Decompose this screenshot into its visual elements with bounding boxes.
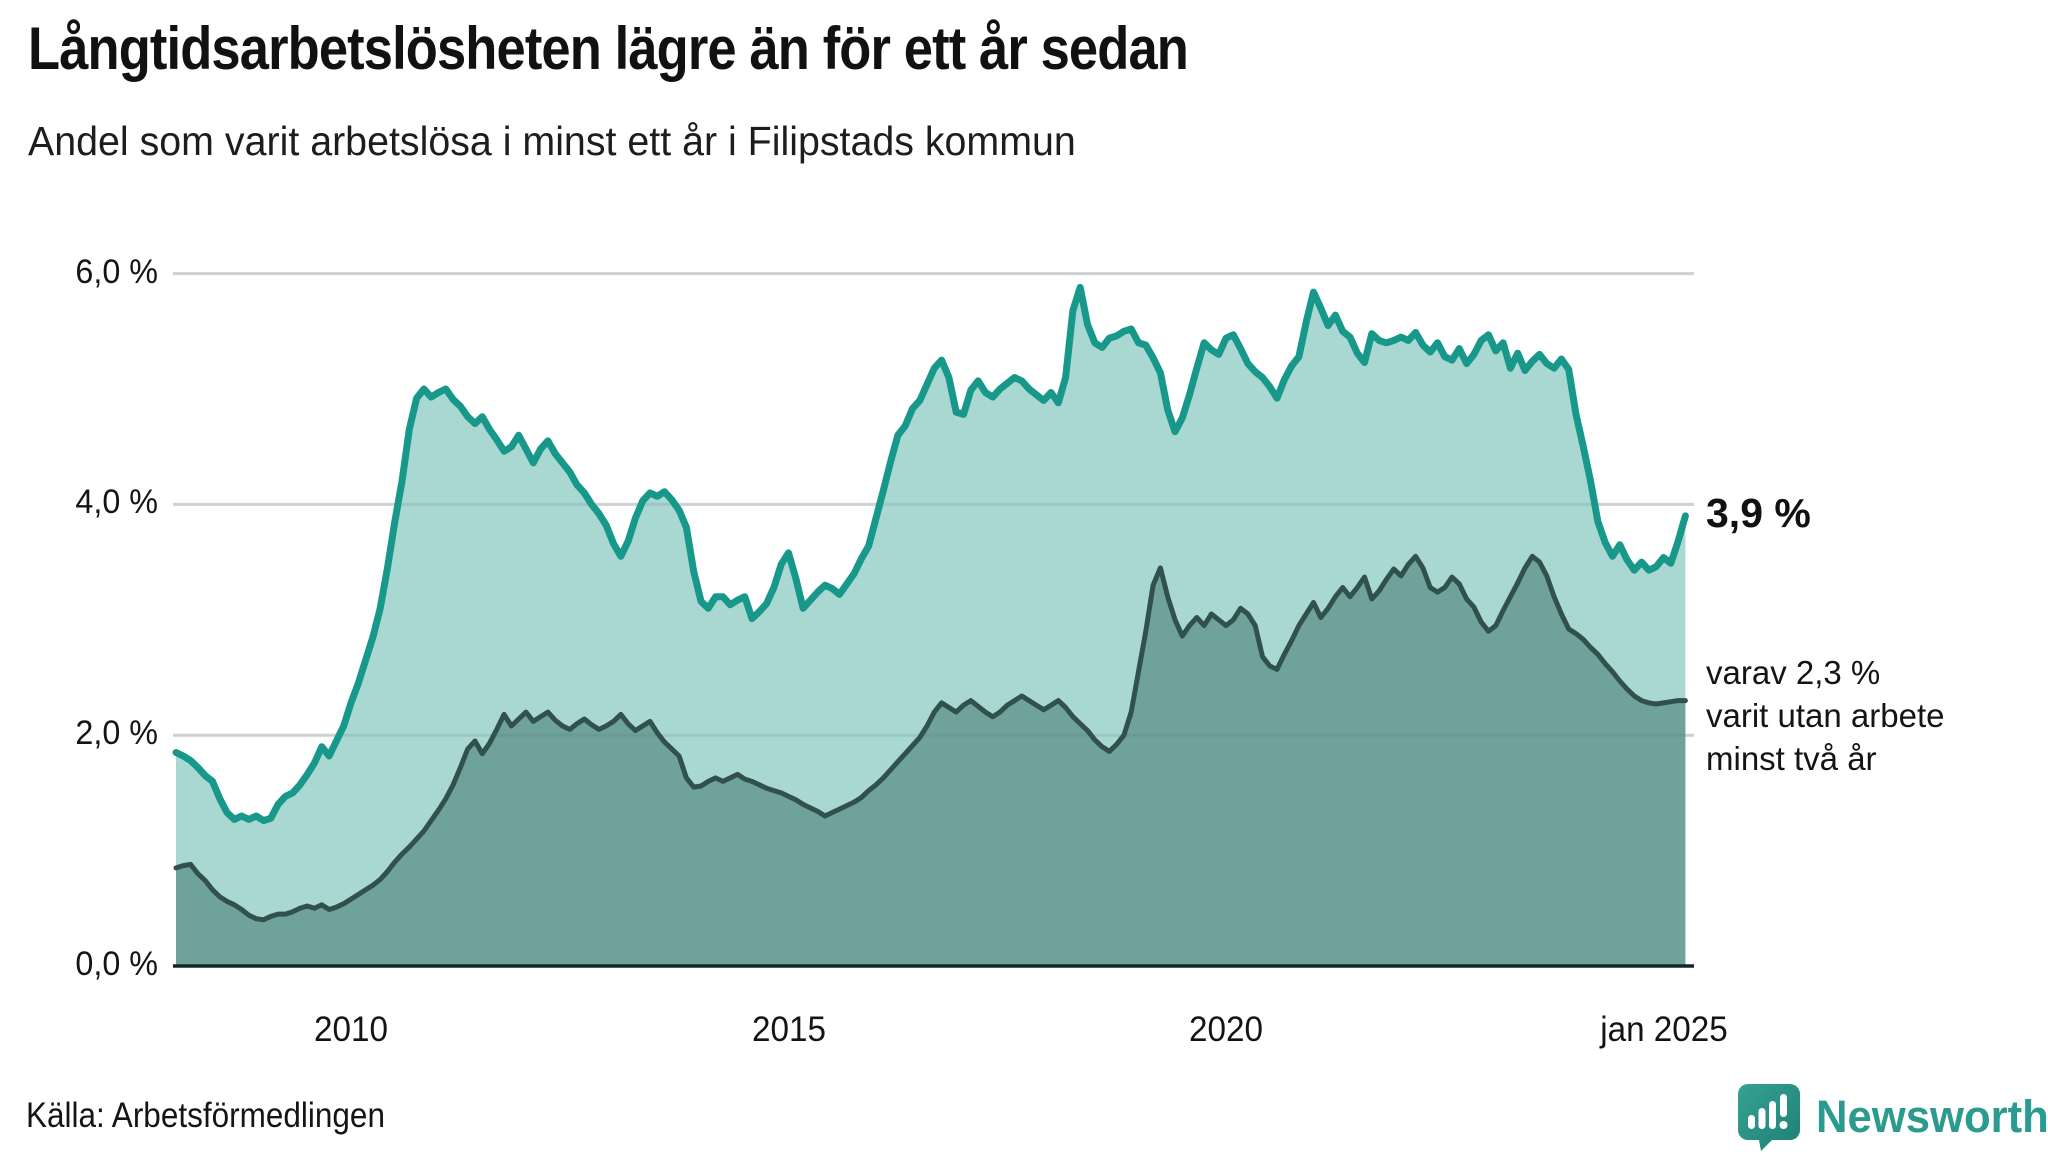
- area-chart: [172, 272, 1694, 968]
- y-tick-0,0 %: 0,0 %: [75, 945, 158, 983]
- x-tick-2010: 2010: [314, 1010, 388, 1049]
- latest-value-label: 3,9 %: [1706, 489, 1811, 536]
- y-tick-6,0 %: 6,0 %: [75, 252, 158, 291]
- annot-line-2: varit utan arbete: [1706, 696, 1945, 734]
- x-tick-jan 2025: jan 2025: [1599, 1010, 1728, 1049]
- newsworthy-logo: Newsworthy: [1736, 1082, 2048, 1152]
- annot-line-3: minst två år: [1706, 739, 1877, 777]
- annot-line-1: varav 2,3 %: [1706, 653, 1881, 691]
- x-tick-2020: 2020: [1189, 1010, 1263, 1049]
- newsworthy-logo-icon: [1738, 1084, 1800, 1151]
- page-subtitle: Andel som varit arbetslösa i minst ett å…: [28, 118, 1076, 164]
- newsworthy-logo-text: Newsworthy: [1816, 1091, 2048, 1142]
- area-fill: [176, 556, 1686, 966]
- x-tick-2015: 2015: [751, 1010, 826, 1049]
- series-line: [172, 283, 1689, 825]
- page-title: Långtidsarbetslösheten lägre än för ett …: [28, 15, 1189, 82]
- source-note: Källa: Arbetsförmedlingen: [26, 1096, 385, 1135]
- y-tick-4,0 %: 4,0 %: [75, 483, 158, 522]
- y-tick-2,0 %: 2,0 %: [75, 714, 158, 753]
- series-line: [173, 553, 1688, 923]
- two-year-value-label: varav 2,3 % varit utan arbete minst två …: [1706, 651, 1944, 780]
